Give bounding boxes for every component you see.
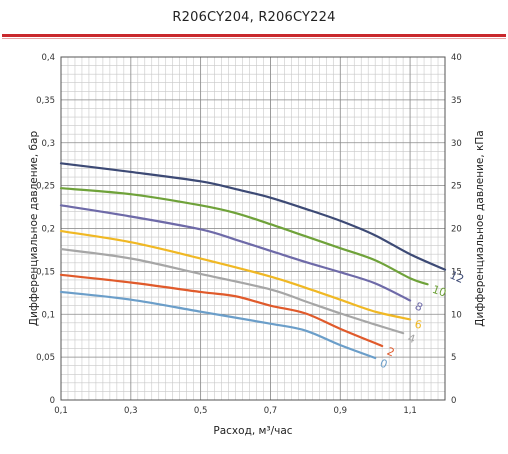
x-tick-label: 0,1 <box>54 406 68 416</box>
right-y-axis-ticks: 0 5 10 15 20 25 30 35 40 <box>451 53 462 406</box>
left-y-axis-label: Дифференциальное давление, бар <box>28 131 40 327</box>
x-axis-ticks: 0,1 0,3 0,5 0,7 0,9 1,1 <box>54 406 417 416</box>
series-line-12 <box>59 162 447 271</box>
x-tick-label: 0,9 <box>334 406 348 416</box>
right-y-tick-label: 20 <box>451 225 462 235</box>
right-y-axis-label: Дифференциальное давление, кПа <box>474 130 486 326</box>
series-line-8 <box>59 204 412 302</box>
left-y-tick-label: 0,35 <box>36 96 55 106</box>
left-y-tick-label: 0,1 <box>41 310 55 320</box>
right-y-tick-label: 10 <box>451 310 462 320</box>
left-y-tick-label: 0,05 <box>36 353 55 363</box>
x-tick-label: 0,7 <box>264 406 278 416</box>
left-y-tick-label: 0,4 <box>41 53 55 63</box>
series-lines <box>59 162 447 360</box>
series-label-2: 2 <box>385 345 396 360</box>
title-rule <box>2 34 506 37</box>
series-label-12: 12 <box>448 269 466 287</box>
left-y-axis-ticks: 0 0,05 0,1 0,15 0,2 0,25 0,3 0,35 0,4 <box>36 53 55 406</box>
x-tick-label: 1,1 <box>403 406 417 416</box>
right-y-tick-label: 30 <box>451 139 462 149</box>
right-y-tick-label: 0 <box>451 396 456 406</box>
right-y-tick-label: 5 <box>451 353 456 363</box>
series-label-4: 4 <box>406 332 417 346</box>
left-y-tick-label: 0,15 <box>36 267 55 277</box>
series-label-6: 6 <box>413 318 423 332</box>
left-y-tick-label: 0,2 <box>41 225 55 235</box>
title-rule-shadow <box>2 38 506 39</box>
x-axis-label: Расход, м³/час <box>213 425 292 437</box>
series-line-10 <box>59 187 429 286</box>
series-label-10: 10 <box>431 283 448 300</box>
series-label-8: 8 <box>413 300 425 315</box>
right-y-tick-label: 35 <box>451 96 462 106</box>
series-label-0: 0 <box>378 357 389 372</box>
left-y-tick-label: 0,25 <box>36 182 55 192</box>
right-y-tick-label: 15 <box>451 267 462 277</box>
right-y-tick-label: 25 <box>451 182 462 192</box>
chart-title: R206CY204, R206CY224 <box>172 9 336 25</box>
left-y-tick-label: 0,3 <box>41 139 55 149</box>
right-y-tick-label: 40 <box>451 53 462 63</box>
series-line-2 <box>59 273 384 348</box>
series-line-0 <box>59 290 377 360</box>
left-y-tick-label: 0 <box>50 396 55 406</box>
series-line-4 <box>59 247 405 335</box>
plot-border <box>60 56 446 401</box>
x-tick-label: 0,5 <box>194 406 208 416</box>
series-line-6 <box>59 229 412 321</box>
x-tick-label: 0,3 <box>124 406 138 416</box>
